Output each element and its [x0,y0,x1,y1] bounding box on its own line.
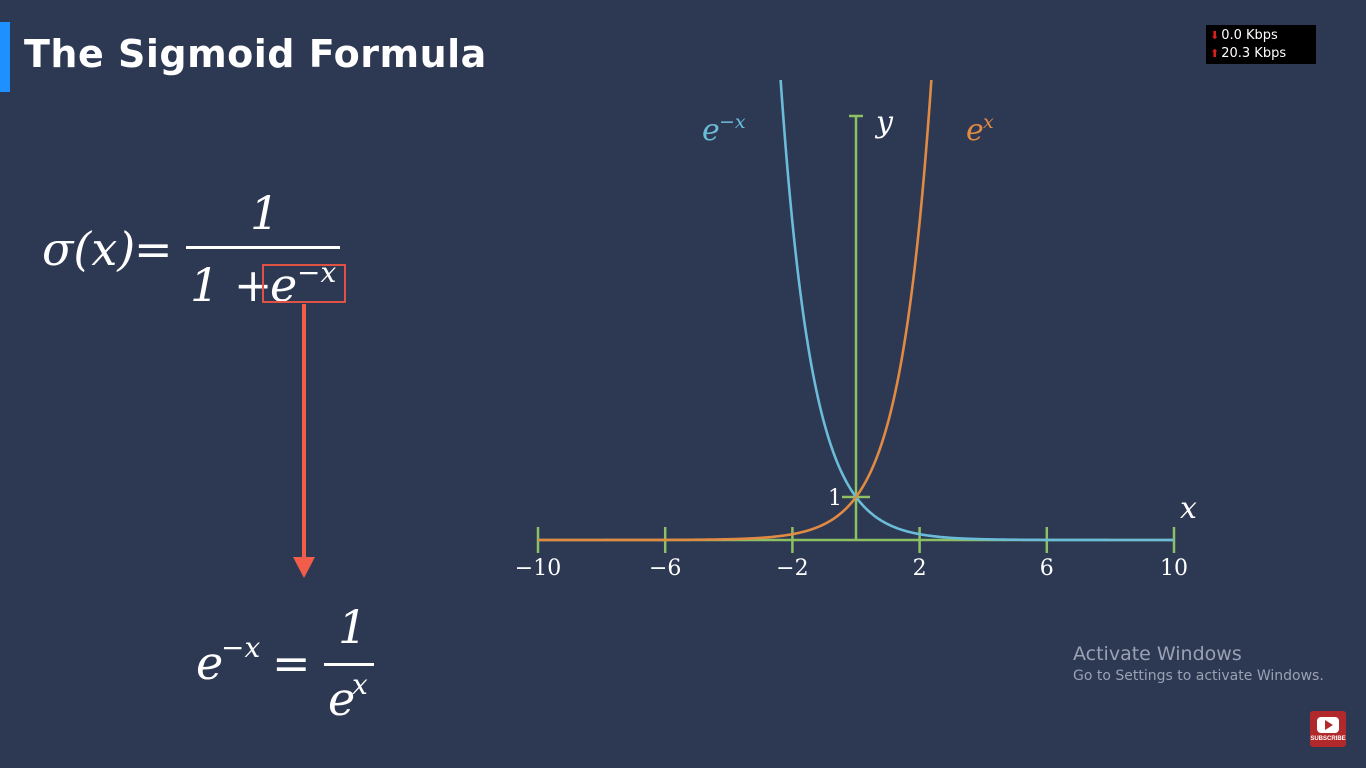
watermark-subtitle: Go to Settings to activate Windows. [1073,668,1324,684]
down-arrow-icon: ⬇ [1210,29,1220,42]
title-accent-bar [0,22,10,92]
up-arrow-icon: ⬆ [1210,47,1220,60]
upload-speed: 20.3 Kbps [1221,46,1287,61]
subscribe-label: SUBSCRIBE [1310,736,1346,742]
x-tick-label: 6 [1040,556,1054,581]
x-tick-label: −6 [649,556,681,581]
sigmoid-equals: = [134,222,173,276]
x-tick-label: 2 [913,556,927,581]
upload-speed-row: ⬆ 20.3 Kbps [1210,45,1316,63]
subscribe-button[interactable]: SUBSCRIBE [1310,711,1346,747]
reciprocal-numerator: 1 [338,600,368,654]
reciprocal-denominator-base: e [328,672,356,726]
e-x-curve [538,79,933,542]
network-speed-meter: ⬇ 0.0 Kbps ⬆ 20.3 Kbps [1206,25,1316,64]
e-neg-x-label-exponent: −x [719,111,746,133]
reciprocal-fraction-bar [324,663,374,666]
download-speed-row: ⬇ 0.0 Kbps [1210,27,1316,45]
red-arrow-shaft [302,304,306,560]
download-speed: 0.0 Kbps [1221,28,1278,43]
highlight-box [262,264,346,303]
x-tick-label: −2 [776,556,808,581]
x-axis-label: x [1180,491,1197,526]
x-tick-label: 10 [1160,556,1188,581]
e-x-label-exponent: x [983,111,994,133]
reciprocal-denominator-exponent: x [352,668,368,701]
highlighted-term-exponent: −x [297,256,337,289]
windows-activation-watermark: Activate Windows Go to Settings to activ… [1073,643,1324,687]
x-tick-label: −10 [515,556,561,581]
reciprocal-lhs-exponent: −x [221,631,261,664]
red-arrow-down-icon [293,557,315,578]
watermark-title: Activate Windows [1073,643,1242,665]
sigmoid-denominator-prefix: 1 + [190,258,273,312]
sigmoid-fraction-bar [186,246,340,249]
slide-title: The Sigmoid Formula [24,32,487,76]
y-axis-label: y [874,105,894,140]
sigmoid-lhs: σ(x) [42,222,136,276]
y-tick-label: 1 [828,486,842,511]
e-x-label-base: e [966,113,984,148]
e-neg-x-curve [779,79,1174,542]
play-triangle-icon [1325,720,1333,730]
reciprocal-lhs-base: e [196,636,224,690]
reciprocal-equals: = [272,636,311,690]
e-neg-x-label-base: e [702,113,720,148]
sigmoid-numerator: 1 [250,186,280,240]
highlighted-term-base: e [270,258,298,312]
